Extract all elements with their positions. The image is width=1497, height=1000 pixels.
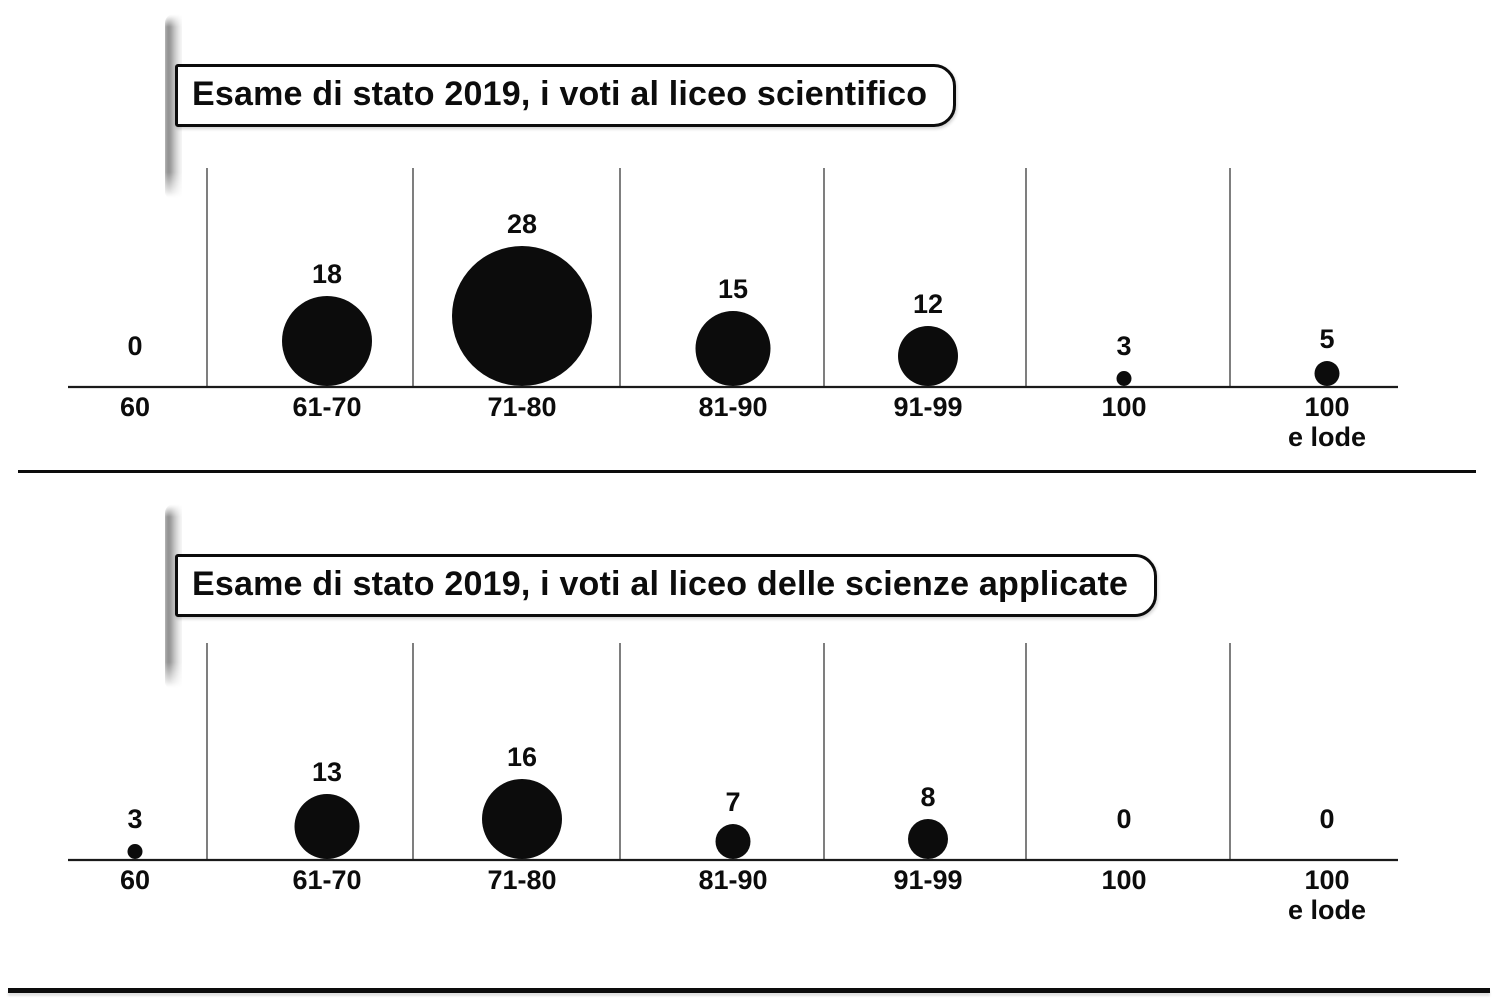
- category-label: 61-70: [292, 865, 361, 895]
- bubble: [898, 326, 958, 386]
- bubble-value-label: 0: [127, 331, 142, 361]
- bubble: [282, 296, 372, 386]
- bubble-value-label: 3: [1116, 331, 1131, 361]
- category-label: 100: [1101, 392, 1146, 422]
- page-fold-shadow: [165, 504, 182, 688]
- category-label: 100: [1101, 865, 1146, 895]
- bubble: [294, 794, 360, 859]
- category-label: 61-70: [292, 392, 361, 422]
- category-label: 91-99: [893, 865, 962, 895]
- bubble: [908, 819, 948, 859]
- category-label: 71-80: [487, 865, 556, 895]
- category-label: 91-99: [893, 392, 962, 422]
- chart-title-box: Esame di stato 2019, i voti al liceo del…: [175, 554, 1158, 617]
- chart-liceo-scientifico: Esame di stato 2019, i voti al liceo sci…: [0, 0, 1497, 470]
- bubble: [482, 779, 562, 859]
- chart-title-box: Esame di stato 2019, i voti al liceo sci…: [175, 64, 957, 127]
- bubble-plot: 0 60 18 61-70 28 71-80 15 81-90 12 91-99 3 100 5 100 e…: [68, 168, 1398, 452]
- bubble: [127, 844, 143, 859]
- chart-title: Esame di stato 2019, i voti al liceo sci…: [192, 75, 928, 113]
- category-label: 81-90: [698, 865, 767, 895]
- bubble-value-label: 15: [718, 274, 748, 304]
- bubble-value-label: 7: [725, 787, 740, 817]
- bubble-value-label: 0: [1319, 804, 1334, 834]
- bubble: [1116, 371, 1132, 386]
- category-label: 71-80: [487, 392, 556, 422]
- bubble-value-label: 0: [1116, 804, 1131, 834]
- bubble-value-label: 12: [913, 289, 943, 319]
- bubble-value-label: 3: [127, 804, 142, 834]
- category-label: 100 e lode: [1288, 392, 1366, 452]
- bottom-border-line: [8, 988, 1490, 993]
- section-divider-line: [18, 470, 1476, 473]
- chart-title: Esame di stato 2019, i voti al liceo del…: [192, 565, 1129, 603]
- chart-liceo-scienze-applicate: Esame di stato 2019, i voti al liceo del…: [0, 490, 1497, 960]
- bubble: [715, 824, 751, 859]
- bubble-value-label: 5: [1319, 324, 1334, 354]
- category-label: 60: [120, 392, 150, 422]
- bubble-value-label: 8: [920, 782, 935, 812]
- category-label: 60: [120, 865, 150, 895]
- bubble-value-label: 16: [507, 742, 537, 772]
- page-fold-shadow: [165, 14, 182, 198]
- category-label: 81-90: [698, 392, 767, 422]
- category-label: 100 e lode: [1288, 865, 1366, 925]
- bubble-value-label: 18: [312, 259, 342, 289]
- bubble: [452, 246, 592, 386]
- bubble: [695, 311, 771, 386]
- bubble-plot: 3 60 13 61-70 16 71-80 7 81-90 8 91-99 0 100 0 100 e l…: [68, 643, 1398, 925]
- bubble-value-label: 28: [507, 209, 537, 239]
- bubble: [1314, 361, 1340, 386]
- bubble-value-label: 13: [312, 757, 342, 787]
